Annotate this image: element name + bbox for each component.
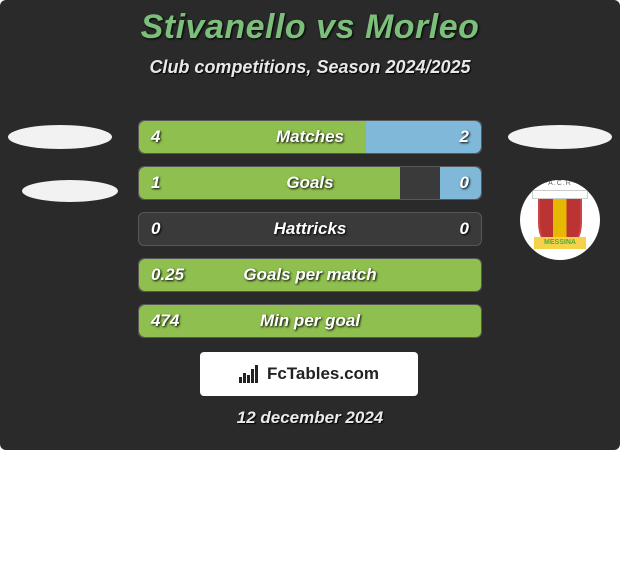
stat-row: 474Min per goal (138, 304, 482, 338)
crest-top-text: A.C.R (526, 180, 594, 191)
title: Stivanello vs Morleo (0, 8, 620, 47)
value-left: 1 (151, 167, 160, 199)
title-player1: Stivanello (141, 8, 307, 46)
stat-row: 42Matches (138, 120, 482, 154)
crest-bottom-text: MESSINA (534, 237, 586, 249)
comparison-card: Stivanello vs Morleo Club competitions, … (0, 0, 620, 450)
decorative-ellipse (8, 125, 112, 149)
bar-left (139, 259, 482, 291)
stat-row: 0 0Hattricks (138, 212, 482, 246)
comparison-rows: 42Matches10Goals00Hattricks0.25Goals per… (138, 120, 482, 350)
club-crest: A.C.R MESSINA (520, 180, 600, 260)
bar-left (139, 305, 482, 337)
title-player2: Morleo (365, 8, 479, 46)
title-vs: vs (316, 8, 355, 46)
value-right: 0 (460, 167, 469, 199)
value-right: 0 (460, 213, 469, 245)
date-text: 12 december 2024 (0, 408, 620, 428)
decorative-ellipse (508, 125, 612, 149)
decorative-ellipse (22, 180, 118, 202)
chart-icon (239, 365, 261, 383)
bar-left (139, 167, 400, 199)
brand-box: FcTables.com (200, 352, 418, 396)
value-left: 474 (151, 305, 179, 337)
value-left: 0 (151, 213, 160, 245)
stat-label: Hattricks (139, 213, 481, 245)
stat-row: 0.25Goals per match (138, 258, 482, 292)
value-left: 0.25 (151, 259, 184, 291)
bar-left (139, 121, 368, 153)
value-left: 4 (151, 121, 160, 153)
brand-text: FcTables.com (267, 364, 379, 384)
subtitle: Club competitions, Season 2024/2025 (0, 57, 620, 78)
player2-badge: A.C.R MESSINA (520, 180, 600, 260)
value-right: 2 (460, 121, 469, 153)
shield-icon: A.C.R MESSINA (538, 193, 582, 247)
stat-row: 10Goals (138, 166, 482, 200)
